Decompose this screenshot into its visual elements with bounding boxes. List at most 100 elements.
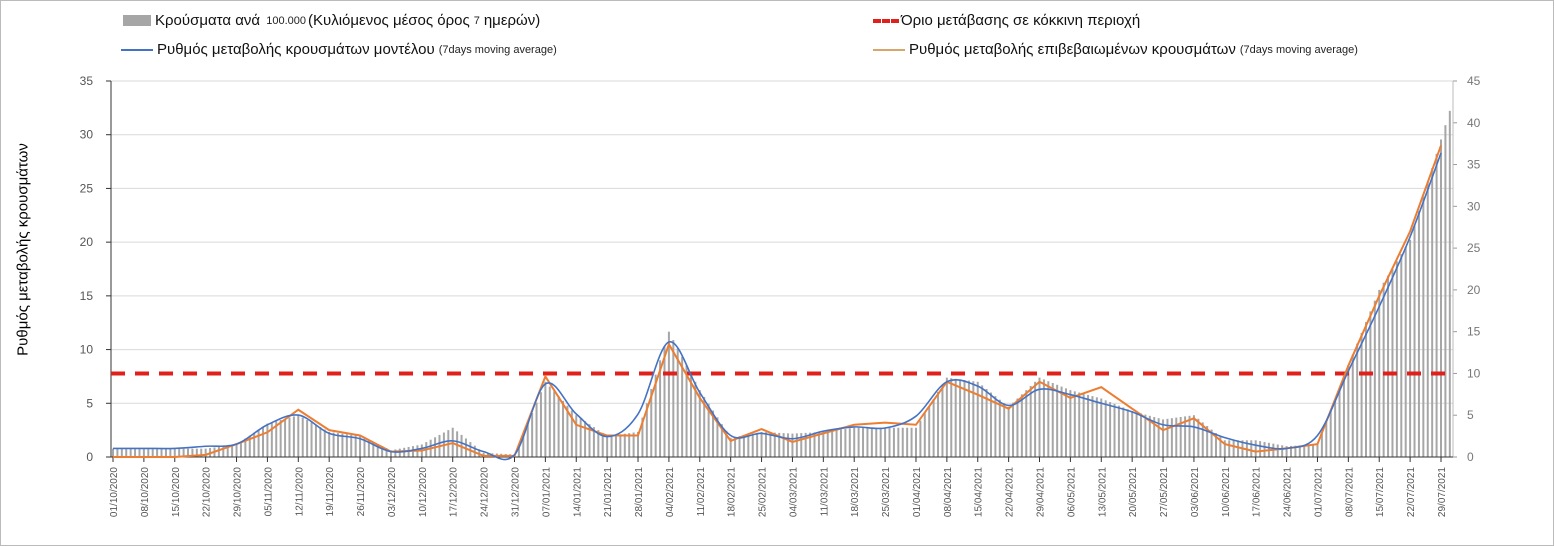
bar xyxy=(1091,396,1094,457)
bar xyxy=(597,430,600,457)
bar xyxy=(341,433,344,457)
bar xyxy=(698,390,701,457)
x-tick-label: 01/10/2020 xyxy=(109,467,120,517)
y2-tick-label: 35 xyxy=(1467,158,1481,172)
bar xyxy=(614,434,617,457)
bar xyxy=(645,403,648,457)
y-tick-label: 25 xyxy=(80,181,94,195)
bar xyxy=(1047,381,1050,457)
bar xyxy=(1334,399,1337,457)
bar xyxy=(319,427,322,457)
bar xyxy=(998,399,1001,457)
bar xyxy=(795,433,798,457)
bar xyxy=(1232,440,1235,457)
x-tick-label: 10/06/2021 xyxy=(1221,467,1232,517)
bar xyxy=(239,441,242,457)
y2-tick-label: 45 xyxy=(1467,74,1481,88)
bar xyxy=(178,448,181,457)
bar xyxy=(363,438,366,457)
bar xyxy=(575,415,578,457)
bar xyxy=(676,348,679,457)
bar xyxy=(164,448,167,457)
bar xyxy=(222,446,225,457)
bar xyxy=(1087,394,1090,457)
bar xyxy=(314,424,317,457)
bar xyxy=(725,430,728,457)
confirmed-line xyxy=(113,145,1442,458)
bar xyxy=(1351,354,1354,457)
bar xyxy=(1342,376,1345,457)
bar xyxy=(284,418,287,457)
bar xyxy=(389,450,392,457)
bar xyxy=(328,431,331,457)
bar xyxy=(663,345,666,457)
legend-model: Ρυθμός μεταβολής κρουσμάτων μοντέλου (7da… xyxy=(121,41,557,58)
bar xyxy=(756,432,759,457)
bar xyxy=(1391,268,1394,457)
y-tick-label: 35 xyxy=(80,74,94,88)
bar xyxy=(707,403,710,457)
bar xyxy=(1029,385,1032,457)
bar xyxy=(822,431,825,457)
y2-tick-label: 0 xyxy=(1467,450,1474,464)
x-tick-label: 04/02/2021 xyxy=(665,467,676,517)
bar xyxy=(897,427,900,457)
bar xyxy=(791,433,794,457)
bar xyxy=(959,379,962,457)
bar xyxy=(1435,153,1438,458)
x-tick-label: 25/03/2021 xyxy=(881,467,892,517)
bar xyxy=(1329,410,1332,457)
y-tick-label: 0 xyxy=(86,450,93,464)
bar xyxy=(1250,440,1253,457)
bar xyxy=(689,373,692,457)
bar xyxy=(954,378,957,457)
bar xyxy=(1042,379,1045,457)
bar xyxy=(778,432,781,457)
bar xyxy=(610,435,613,457)
bar xyxy=(1117,405,1120,457)
bar xyxy=(517,444,520,457)
bar xyxy=(747,434,750,457)
x-tick-label: 06/05/2021 xyxy=(1066,467,1077,517)
bar xyxy=(712,410,715,457)
bar xyxy=(1347,365,1350,457)
bar xyxy=(173,448,176,457)
bar xyxy=(1051,382,1054,457)
x-tick-label: 12/11/2020 xyxy=(294,467,305,517)
bar xyxy=(566,405,569,457)
x-tick-label: 15/04/2021 xyxy=(974,467,985,517)
x-tick-label: 11/03/2021 xyxy=(819,467,830,517)
bar xyxy=(350,434,353,457)
bar xyxy=(875,427,878,457)
bar xyxy=(1166,418,1169,457)
bar xyxy=(1298,445,1301,457)
model-line xyxy=(113,152,1442,461)
bar xyxy=(853,427,856,457)
bar xyxy=(906,427,909,457)
legend-model-label: Ρυθμός μεταβολής κρουσμάτων μοντέλου xyxy=(157,41,435,58)
bar xyxy=(734,436,737,457)
bar xyxy=(354,435,357,457)
x-tick-label: 03/12/2020 xyxy=(387,467,398,517)
bar xyxy=(989,392,992,457)
bar xyxy=(169,448,172,457)
bar xyxy=(769,432,772,457)
bar xyxy=(884,427,887,457)
bar xyxy=(394,449,397,457)
bar xyxy=(1413,225,1416,457)
bar xyxy=(138,448,141,457)
bar xyxy=(619,434,622,457)
bar xyxy=(1016,398,1019,457)
bar xyxy=(548,386,551,457)
bar xyxy=(879,427,882,457)
y2-tick-label: 25 xyxy=(1467,241,1481,255)
bar xyxy=(217,446,220,457)
y2-tick-label: 5 xyxy=(1467,408,1474,422)
x-tick-label: 22/10/2020 xyxy=(202,467,213,517)
bar xyxy=(297,415,300,457)
bar xyxy=(601,433,604,457)
confirmed-swatch xyxy=(873,48,905,51)
bar xyxy=(804,432,807,457)
